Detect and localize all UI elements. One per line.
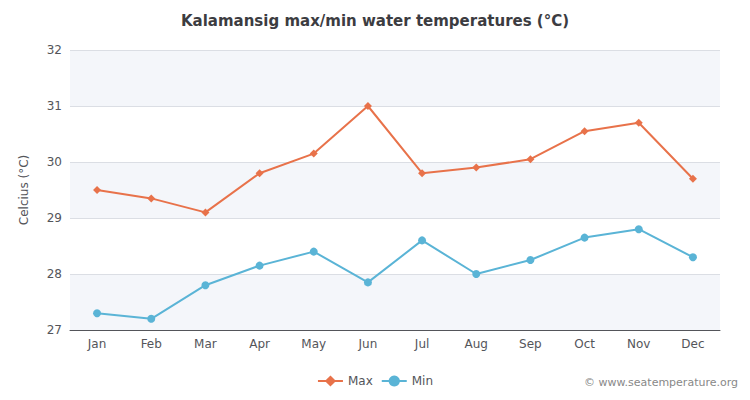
svg-text:Min: Min	[412, 374, 433, 388]
svg-text:Feb: Feb	[141, 337, 162, 351]
svg-text:May: May	[301, 337, 326, 351]
svg-text:Jul: Jul	[414, 337, 429, 351]
svg-text:Jun: Jun	[358, 337, 378, 351]
svg-text:32: 32	[47, 43, 62, 57]
svg-text:Nov: Nov	[627, 337, 650, 351]
svg-text:Sep: Sep	[519, 337, 542, 351]
svg-text:28: 28	[47, 267, 62, 281]
svg-text:Apr: Apr	[249, 337, 270, 351]
svg-text:27: 27	[47, 323, 62, 337]
svg-text:Mar: Mar	[194, 337, 217, 351]
svg-text:30: 30	[47, 155, 62, 169]
svg-text:31: 31	[47, 99, 62, 113]
svg-text:Dec: Dec	[681, 337, 704, 351]
svg-text:Max: Max	[348, 374, 373, 388]
svg-text:Celcius (°C): Celcius (°C)	[17, 155, 31, 225]
svg-text:Aug: Aug	[465, 337, 488, 351]
svg-text:29: 29	[47, 211, 62, 225]
svg-text:© www.seatemperature.org: © www.seatemperature.org	[584, 376, 738, 389]
svg-text:Kalamansig max/min water tempe: Kalamansig max/min water temperatures (°…	[181, 12, 569, 30]
svg-text:Jan: Jan	[87, 337, 107, 351]
svg-text:Oct: Oct	[574, 337, 595, 351]
